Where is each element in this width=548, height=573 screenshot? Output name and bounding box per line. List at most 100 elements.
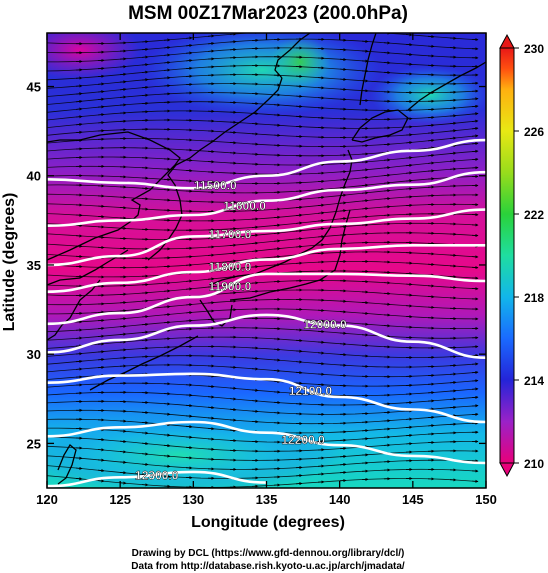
y-tick-label: 40	[27, 169, 41, 184]
wind-arrow	[449, 129, 457, 133]
wind-arrow	[383, 189, 391, 193]
wind-arrow	[75, 336, 83, 340]
wind-arrow	[251, 281, 259, 285]
coast-taiwan	[57, 444, 77, 485]
wind-arrow	[163, 38, 171, 42]
height-contour-line	[47, 272, 486, 326]
wind-arrow	[75, 466, 83, 470]
streamline	[47, 455, 477, 470]
wind-arrow	[427, 161, 435, 165]
wind-arrow	[141, 70, 149, 74]
wind-arrow	[405, 433, 413, 438]
wind-arrow	[119, 95, 127, 99]
wind-arrow	[75, 456, 83, 460]
wind-arrow	[295, 213, 303, 217]
wind-arrow	[317, 362, 325, 366]
colorbar-tick-label: 214	[524, 374, 544, 388]
streamline	[47, 355, 477, 368]
wind-arrow	[141, 47, 149, 52]
plot-area: 11500.0 11600.0 11700.0 11800.0 11900.0 12000…	[47, 33, 486, 488]
wind-arrow	[163, 312, 171, 317]
contour-label: 11600.0	[223, 199, 266, 213]
streamline	[47, 280, 477, 296]
wind-arrow	[383, 181, 391, 185]
wind-arrow	[273, 347, 281, 352]
wind-arrow	[185, 43, 193, 48]
coastlines	[47, 33, 486, 485]
coast-china-korea-west	[47, 131, 181, 261]
wind-arrow	[471, 104, 479, 108]
wind-arrow	[339, 320, 347, 325]
wind-arrow	[427, 177, 435, 181]
streamline	[47, 364, 477, 378]
wind-arrow	[97, 479, 105, 483]
wind-arrow	[427, 424, 435, 428]
wind-arrow	[251, 225, 259, 229]
wind-arrow	[207, 395, 215, 399]
height-contour-line	[47, 372, 486, 424]
streamline	[47, 167, 477, 184]
wind-arrow	[317, 235, 325, 239]
footer-credit-dcl: Drawing by DCL (https://www.gfd-dennou.o…	[132, 548, 405, 559]
wind-arrow	[295, 370, 303, 375]
wind-arrow	[427, 153, 435, 158]
wind-arrow	[471, 149, 479, 153]
wind-arrow	[273, 379, 281, 384]
wind-arrow	[251, 233, 259, 237]
wind-arrow	[361, 175, 369, 180]
wind-arrow	[471, 141, 479, 146]
wind-arrow	[163, 60, 171, 65]
wind-arrow	[295, 237, 303, 241]
wind-arrow	[251, 265, 259, 269]
cold-region-northwest	[47, 33, 140, 80]
wind-arrow	[119, 317, 127, 321]
wind-arrow	[207, 285, 215, 289]
wind-arrow	[471, 379, 479, 383]
wind-arrow	[471, 370, 479, 375]
warmest-region-north	[270, 36, 330, 88]
wind-arrow	[339, 67, 347, 71]
wind-arrow	[317, 96, 325, 100]
wind-arrow	[97, 342, 105, 346]
wind-arrow	[141, 452, 149, 456]
wind-arrow	[361, 183, 369, 187]
wind-arrow	[163, 412, 171, 416]
wind-arrow	[383, 302, 391, 306]
wind-arrow	[449, 136, 457, 140]
y-tick-label: 35	[27, 258, 41, 273]
colorbar-tick-label: 226	[524, 125, 544, 139]
wind-arrow	[251, 249, 259, 253]
colorbar-tick-label: 218	[524, 291, 544, 305]
streamline	[47, 436, 476, 452]
height-contour-line	[47, 170, 486, 227]
contour-label: 11900.0	[209, 279, 252, 293]
wind-arrow	[163, 444, 171, 448]
streamline	[47, 65, 477, 81]
wind-arrow	[119, 481, 127, 485]
wind-arrow	[75, 107, 83, 111]
wind-arrow	[119, 324, 127, 329]
wind-arrow	[405, 179, 413, 183]
wind-arrow	[119, 471, 127, 475]
wind-arrow	[405, 140, 413, 145]
wind-arrow	[163, 76, 171, 80]
wind-arrow	[229, 243, 237, 247]
wind-arrow	[185, 287, 193, 291]
wind-arrow	[185, 435, 193, 439]
wind-arrow	[471, 362, 479, 366]
wind-arrow	[75, 99, 83, 104]
wind-arrow	[405, 187, 413, 191]
wind-arrow	[97, 82, 105, 86]
wind-arrow	[119, 460, 127, 464]
wind-arrow	[75, 115, 83, 119]
height-contour-line	[47, 313, 486, 359]
wind-arrow	[361, 311, 369, 315]
streamline	[47, 317, 477, 333]
wind-arrow	[163, 45, 171, 50]
wind-arrow	[141, 322, 149, 327]
streamline	[47, 150, 477, 166]
x-axis: 120 125 130 135 140 145 150	[36, 33, 497, 507]
wind-arrow	[273, 369, 281, 373]
wind-arrow	[119, 332, 127, 336]
wind-arrow	[229, 251, 237, 255]
